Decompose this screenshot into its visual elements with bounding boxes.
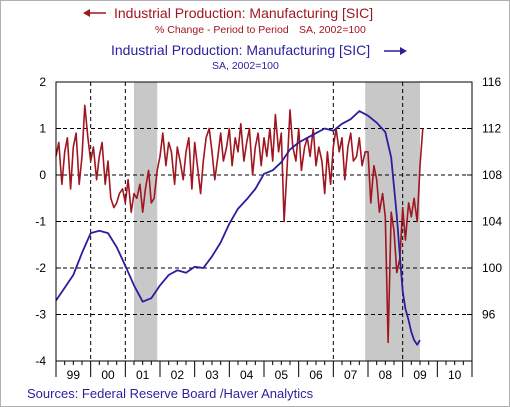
x-axis-tick-label: 01	[136, 368, 150, 382]
x-axis-tick-label: 05	[275, 368, 289, 382]
right-axis-tick-label: 116	[482, 75, 501, 89]
legend-left-title: Industrial Production: Manufacturing [SI…	[114, 5, 373, 21]
x-axis-tick-label: 03	[205, 368, 219, 382]
right-axis-tick-label: 112	[482, 122, 501, 136]
x-axis-tick-label: 06	[309, 368, 323, 382]
x-axis-tick-label: 99	[67, 368, 81, 382]
x-axis-tick-label: 09	[413, 368, 427, 382]
legend-right-title: Industrial Production: Manufacturing [SI…	[111, 42, 370, 58]
left-axis-tick-label: -2	[35, 261, 46, 275]
x-axis-tick-label: 02	[171, 368, 185, 382]
recession-band	[134, 82, 158, 361]
series-lines	[55, 104, 424, 346]
legend-left-subtitle-b: SA, 2002=100	[299, 24, 366, 36]
x-axis-tick-label: 10	[448, 368, 462, 382]
legend-left-series: Industrial Production: Manufacturing [SI…	[83, 5, 373, 36]
right-axis-tick-label: 108	[482, 168, 502, 182]
sources-note: Sources: Federal Reserve Board /Haver An…	[27, 386, 314, 401]
left-axis-tick-label: -3	[35, 308, 46, 322]
x-axis-tick-label: 04	[240, 368, 254, 382]
legend-left-subtitle-a: % Change - Period to Period	[155, 24, 289, 36]
series-line-pct-change	[55, 104, 424, 344]
right-axis-tick-label: 104	[482, 215, 502, 229]
legend-right-series: Industrial Production: Manufacturing [SI…	[111, 42, 407, 72]
series-line-level	[55, 110, 421, 346]
right-axis-tick-label: 96	[482, 308, 496, 322]
left-axis-tick-label: -1	[35, 215, 46, 229]
right-axis-tick-label: 100	[482, 261, 502, 275]
left-axis-tick-label: -4	[35, 354, 46, 368]
x-axis-tick-label: 07	[344, 368, 358, 382]
legend-left-arrowhead	[83, 9, 90, 17]
legend-right-arrowhead	[400, 47, 407, 55]
left-axis-tick-label: 1	[39, 122, 46, 136]
legend-right-subtitle: SA, 2002=100	[212, 60, 279, 72]
x-axis-tick-label: 00	[101, 368, 115, 382]
axis-ticks	[55, 81, 473, 377]
x-axis-tick-label: 08	[379, 368, 393, 382]
left-axis-tick-label: 0	[39, 168, 46, 182]
left-axis-tick-label: 2	[39, 75, 46, 89]
